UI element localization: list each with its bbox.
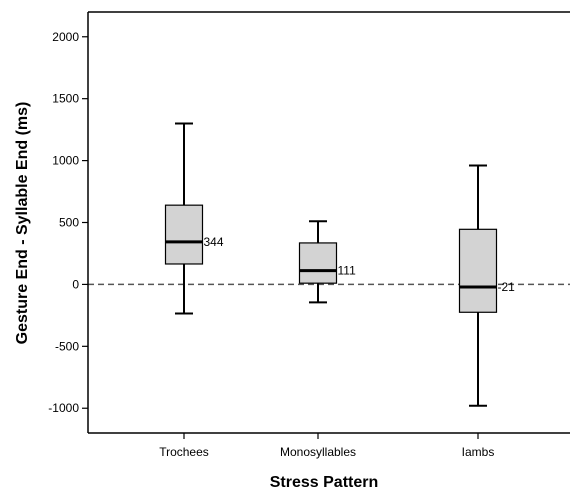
y-tick-label: 1000 — [52, 154, 79, 168]
x-tick-label: Monosyllables — [280, 445, 356, 459]
x-tick-label: Trochees — [159, 445, 209, 459]
iqr-box — [164, 204, 204, 265]
box-layer: 344 111 -21 — [164, 122, 516, 407]
box-iambs: -21 — [458, 164, 516, 407]
x-ticks: Trochees Monosyllables Iambs — [159, 433, 494, 459]
median-label: 344 — [204, 235, 224, 249]
y-tick-label: 500 — [59, 216, 79, 230]
y-axis-title: Gesture End - Syllable End (ms) — [14, 102, 31, 345]
median-label: -21 — [498, 280, 516, 294]
box-monosyllables: 111 — [298, 220, 357, 304]
iqr-box — [458, 228, 498, 313]
x-tick-label: Iambs — [462, 445, 495, 459]
y-ticks: -1000 -500 0 500 1000 1500 2000 — [48, 30, 88, 415]
x-axis-title: Stress Pattern — [270, 474, 379, 489]
box-trochees: 344 — [164, 122, 224, 315]
y-tick-label: 1500 — [52, 92, 79, 106]
y-tick-label: 0 — [72, 277, 79, 291]
median-label: 111 — [338, 264, 357, 278]
y-tick-label: -500 — [55, 339, 79, 353]
y-tick-label: -1000 — [48, 401, 79, 415]
y-tick-label: 2000 — [52, 30, 79, 44]
iqr-box — [298, 242, 338, 284]
